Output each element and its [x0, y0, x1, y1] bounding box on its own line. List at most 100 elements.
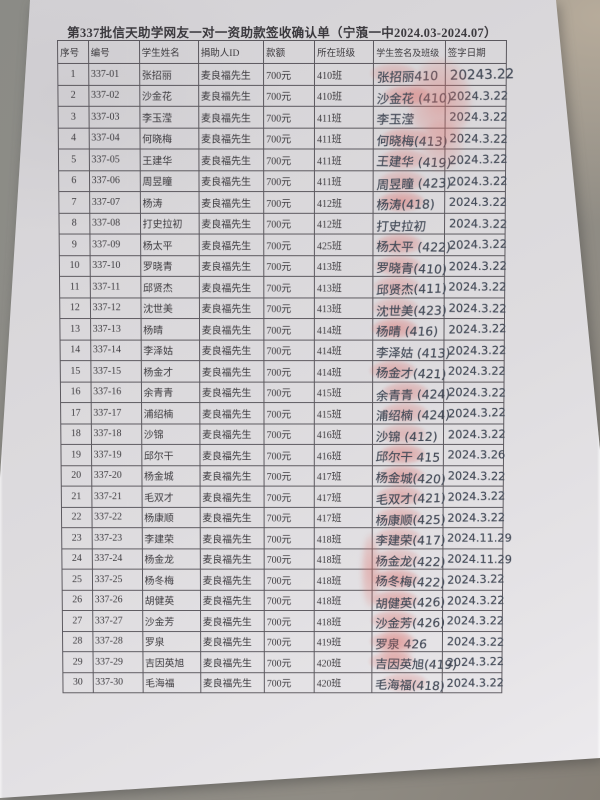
cell-student-name: 沈世美 [140, 297, 200, 319]
table-row: 12 337-12 沈世美 麦良福先生 700元 413班 沈世美(423) 2024.3.2… [59, 296, 506, 319]
cell-student-name: 邱尔干 [141, 444, 200, 466]
cell-signature: 毛双才(421) [372, 485, 446, 507]
table-row: 7 337-07 杨涛 麦良福先生 700元 412班 杨涛(418) 2024.3.22 [58, 191, 507, 213]
cell-code: 337-27 [92, 610, 143, 632]
cell-signature: 杨金城(420) [372, 464, 447, 487]
cell-signature: 浦绍楠 (424) [372, 402, 451, 424]
cell-sign-date: 2024.3.22 [444, 106, 508, 128]
cell-serial: 29 [62, 651, 93, 673]
cell-serial: 7 [58, 191, 90, 213]
cell-amount: 700元 [264, 465, 315, 487]
cell-amount: 700元 [264, 651, 315, 673]
date-handwriting: 2024.3.22 [448, 173, 508, 188]
cell-sign-date: 2024.3.22 [443, 381, 506, 403]
cell-class: 420班 [314, 672, 373, 693]
date-handwriting: 2024.3.22 [447, 364, 506, 378]
signature-handwriting: 罗晓青(410) [375, 259, 448, 277]
table-row: 22 337-22 杨康顺 麦良福先生 700元 417班 杨康顺(425) 2024.3.2… [61, 506, 505, 528]
table-row: 5 337-05 王建华 麦良福先生 700元 411班 王建华 (419) 2024.3.2… [58, 148, 508, 171]
cell-class: 412班 [314, 212, 374, 235]
cell-donor-id: 麦良福先生 [200, 610, 265, 632]
cell-signature: 沙金花 (410) [373, 84, 453, 107]
cell-class: 411班 [314, 127, 374, 150]
cell-signature: 沈世美(423) [372, 296, 447, 319]
cell-code: 337-12 [90, 297, 141, 319]
signature-handwriting: 沙金花 (410) [376, 89, 453, 106]
cell-student-name: 毛双才 [141, 486, 200, 507]
cell-student-name: 打史拉初 [140, 212, 199, 235]
cell-code: 337-14 [90, 339, 141, 361]
date-handwriting: 2024.3.22 [448, 151, 508, 168]
cell-signature: 罗晓青(410) [373, 254, 448, 277]
cell-sign-date: 2024.3.22 [442, 589, 504, 611]
cell-class: 412班 [314, 191, 374, 213]
table-row: 17 337-17 浦绍楠 麦良福先生 700元 415班 浦绍楠 (424) 2024.3.… [60, 402, 506, 424]
cell-donor-id: 麦良福先生 [200, 548, 265, 570]
cell-donor-id: 麦良福先生 [199, 506, 265, 528]
cell-code: 337-19 [91, 444, 142, 466]
cell-amount: 700元 [263, 318, 315, 340]
cell-amount: 700元 [263, 339, 315, 361]
cell-code: 337-20 [91, 465, 142, 487]
date-handwriting: 2024.3.22 [447, 509, 505, 525]
cell-class: 417班 [314, 465, 373, 487]
cell-donor-id: 麦良福先生 [199, 360, 265, 382]
header-signature: 学生签名及班级 [373, 40, 446, 64]
cell-donor-id: 麦良福先生 [200, 631, 265, 652]
cell-donor-id: 麦良福先生 [199, 402, 265, 424]
header-class: 所在班级 [314, 40, 374, 64]
cell-donor-id: 麦良福先生 [199, 423, 265, 445]
document-title: 第337批信天助学网友一对一资助款签收确认单（宁蒗一中2024.03-2024.… [67, 26, 497, 40]
cell-donor-id: 麦良福先生 [200, 589, 265, 611]
table-row: 16 337-16 余青青 麦良福先生 700元 415班 余青青 (424) 2024.3.… [60, 381, 506, 403]
cell-donor-id: 麦良福先生 [200, 569, 265, 590]
cell-serial: 3 [58, 106, 89, 128]
cell-class: 420班 [314, 651, 373, 673]
cell-sign-date: 2024.3.22 [444, 170, 508, 192]
cell-amount: 700元 [264, 486, 315, 507]
cell-student-name: 胡健英 [142, 589, 201, 611]
cell-serial: 24 [61, 548, 93, 570]
cell-amount: 700元 [263, 191, 315, 213]
date-handwriting: 2024.3.22 [446, 571, 505, 587]
cell-student-name: 杨涛 [139, 191, 199, 213]
table-row: 21 337-21 毛双才 麦良福先生 700元 417班 毛双才(421) 2024.3.2… [61, 485, 505, 507]
cell-sign-date: 2024.11.29 [442, 527, 512, 549]
cell-amount: 700元 [264, 527, 315, 549]
signature-handwriting: 杨金城(420) [375, 469, 447, 486]
cell-code: 337-04 [88, 127, 140, 150]
cell-class: 413班 [314, 297, 374, 319]
cell-signature: 邱尔干 415 [372, 443, 444, 466]
cell-donor-id: 麦良福先生 [198, 212, 264, 235]
cell-amount: 700元 [264, 360, 315, 382]
cell-sign-date: 2024.3.22 [444, 191, 507, 213]
cell-signature: 李泽姑 (413) [372, 339, 451, 361]
cell-class: 418班 [314, 527, 373, 549]
cell-class: 414班 [314, 318, 374, 340]
date-handwriting: 2024.3.22 [449, 130, 508, 146]
cell-student-name: 吉因英旭 [142, 651, 201, 673]
date-handwriting: 2024.3.22 [446, 654, 504, 670]
cell-student-name: 毛海福 [142, 672, 201, 693]
signature-handwriting: 邱尔干 415 [375, 449, 442, 465]
signature-handwriting: 打史拉初 [376, 218, 428, 234]
cell-code: 337-15 [90, 360, 142, 382]
cell-student-name: 李建荣 [141, 527, 201, 549]
cell-student-name: 罗泉 [142, 631, 201, 652]
cell-code: 337-08 [89, 212, 141, 235]
cell-code: 337-28 [92, 631, 143, 652]
cell-student-name: 邱贤杰 [140, 276, 200, 298]
cell-sign-date: 2024.3.22 [444, 149, 508, 171]
cell-student-name: 余青青 [141, 381, 200, 403]
cell-class: 411班 [314, 149, 374, 171]
date-handwriting: 20243.22 [449, 66, 514, 84]
date-handwriting: 2024.3.22 [446, 613, 505, 628]
cell-donor-id: 麦良福先生 [198, 170, 264, 192]
cell-signature: 何晓梅(413) [373, 127, 449, 150]
cell-class: 413班 [314, 276, 374, 298]
cell-serial: 11 [59, 276, 91, 298]
cell-code: 337-17 [90, 402, 142, 424]
cell-donor-id: 麦良福先生 [200, 651, 265, 673]
cell-amount: 700元 [263, 170, 315, 192]
cell-signature: 打史拉初 [373, 212, 445, 235]
